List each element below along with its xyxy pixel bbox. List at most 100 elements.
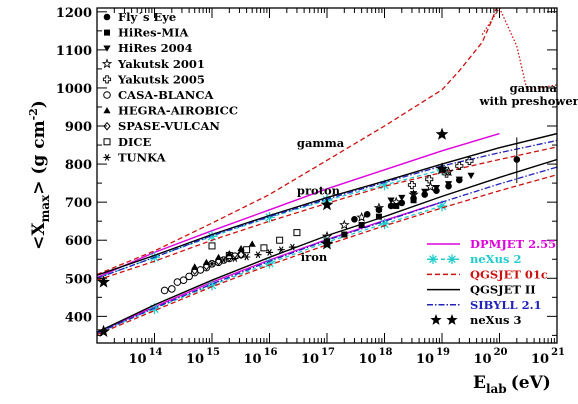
x-tick-label: 10 20 — [473, 347, 507, 367]
point-yakutsk-2001 — [356, 211, 367, 222]
y-tick-label: 700 — [65, 196, 92, 211]
legend-entry-label: CASA-BLANCA — [118, 88, 214, 102]
nexus3-star — [320, 237, 334, 250]
legend-entry-label: Yakutsk 2001 — [117, 57, 205, 71]
point-spase-vulcan — [202, 261, 211, 271]
annotation-label: proton — [297, 184, 341, 198]
point-dice — [243, 246, 251, 254]
curve-gamma-with-preshower — [481, 8, 557, 91]
point-dice — [208, 242, 216, 250]
y-tick-label: 1200 — [56, 6, 92, 21]
legend-entry-label: DICE — [118, 135, 152, 149]
legend-entry-label: HiRes 2004 — [118, 41, 193, 55]
legend-star-marker — [430, 314, 442, 325]
point-yakutsk-2005 — [407, 180, 416, 190]
model-legend-label: DPMJET 2.55 — [470, 237, 556, 251]
model-legend-label: neXus 3 — [470, 313, 521, 327]
legend-entry-label: Fly´s Eye — [118, 10, 176, 24]
nexus2-star-marker — [264, 212, 275, 223]
model-legend-label: QGSJET II — [470, 283, 536, 297]
legend-entry-label: TUNKA — [118, 150, 167, 164]
model-legend-label: QGSJET 01c — [470, 267, 548, 281]
experiment-points — [160, 137, 521, 295]
x-tick-label: 10 19 — [416, 347, 450, 367]
nexus3-star — [97, 324, 110, 337]
point-casa-blanca — [168, 285, 176, 293]
legend-marker — [102, 75, 112, 84]
annotation-label: gamma — [510, 81, 558, 95]
nexus2-star-marker — [379, 218, 390, 230]
point-tunka — [231, 255, 239, 262]
curve-iron-sibyll-2-1 — [97, 166, 557, 334]
legend-entry-label: Yakutsk 2005 — [117, 72, 205, 86]
legend-entry-label: SPASE-VULCAN — [118, 119, 220, 133]
model-legend-label: SIBYLL 2.1 — [470, 298, 542, 312]
nexus3-star — [97, 275, 110, 288]
curve-proton-dpmjet-2-55 — [97, 132, 500, 279]
point-yakutsk-2005 — [425, 175, 434, 184]
point-dice — [276, 236, 284, 244]
x-tick-label: 10 16 — [243, 347, 277, 367]
model-legend-label: neXus 2 — [470, 252, 521, 266]
y-axis-title: <Xmax> (g cm-2) — [27, 100, 52, 250]
point-hires-2004 — [421, 188, 429, 196]
point-hegra-airobicc — [237, 244, 245, 252]
legend-marker — [103, 121, 111, 131]
point-tunka — [277, 246, 285, 254]
curve-gamma-qgsjet-01c — [97, 8, 498, 276]
point-hires-2004 — [467, 172, 475, 180]
axis-ticks: 400 500 600 700 800 900 1000 1100 1200 10 14 10 15 10… — [56, 6, 565, 367]
point-yakutsk-2001 — [408, 189, 419, 199]
point-dice — [293, 229, 301, 237]
x-tick-label: 10 17 — [301, 347, 335, 367]
point-hires-2004 — [444, 181, 453, 188]
point-hires-2004 — [409, 191, 418, 198]
legend-star-marker — [446, 314, 458, 325]
point-casa-blanca — [179, 276, 188, 284]
point-spase-vulcan — [237, 250, 245, 260]
x-tick-label: 10 18 — [358, 347, 392, 367]
y-tick-label: 600 — [65, 234, 92, 249]
nexus3-points — [97, 127, 449, 337]
nexus2-star-marker — [379, 179, 390, 191]
nexus3-star — [435, 127, 449, 140]
y-tick-label: 900 — [65, 120, 92, 135]
legend-entry-label: HEGRA-AIROBICC — [118, 104, 238, 118]
point-fly-s-eye — [351, 215, 358, 223]
y-tick-label: 1100 — [56, 44, 92, 59]
point-yakutsk-2005 — [465, 156, 474, 166]
nexus2-star-marker — [206, 231, 218, 242]
point-tunka — [288, 243, 296, 251]
x-tick-label: 10 21 — [531, 347, 565, 367]
point-hires-mia — [358, 221, 365, 228]
legend-marker — [103, 13, 111, 21]
x-tick-label: 10 15 — [186, 347, 220, 367]
legend-star-marker — [447, 254, 457, 264]
point-hires-mia — [341, 231, 348, 238]
y-tick-label: 400 — [65, 310, 92, 325]
curve-proton-qgsjet-ii — [97, 132, 557, 276]
point-yakutsk-2005 — [455, 161, 464, 171]
point-hires-mia — [410, 197, 417, 204]
x-tick-label: 10 14 — [128, 347, 162, 367]
legend-marker — [104, 29, 110, 36]
point-spase-vulcan — [225, 252, 233, 262]
point-fly-s-eye — [387, 202, 395, 210]
point-yakutsk-2001 — [339, 219, 350, 230]
legend-marker — [103, 154, 111, 161]
point-hires-2004 — [432, 184, 441, 192]
point-dice — [225, 251, 233, 259]
curve-iron-qgsjet-01c — [97, 174, 557, 336]
annotation-label: with preshower — [479, 94, 578, 108]
nexus2-star-marker — [436, 200, 448, 212]
annotation-label: gamma — [297, 136, 345, 150]
annotation-label: iron — [301, 250, 328, 264]
point-hires-2004 — [398, 194, 406, 202]
point-tunka — [254, 251, 262, 259]
legend-star-marker — [428, 254, 438, 264]
point-tunka — [265, 249, 274, 256]
point-yakutsk-2001 — [425, 181, 436, 192]
